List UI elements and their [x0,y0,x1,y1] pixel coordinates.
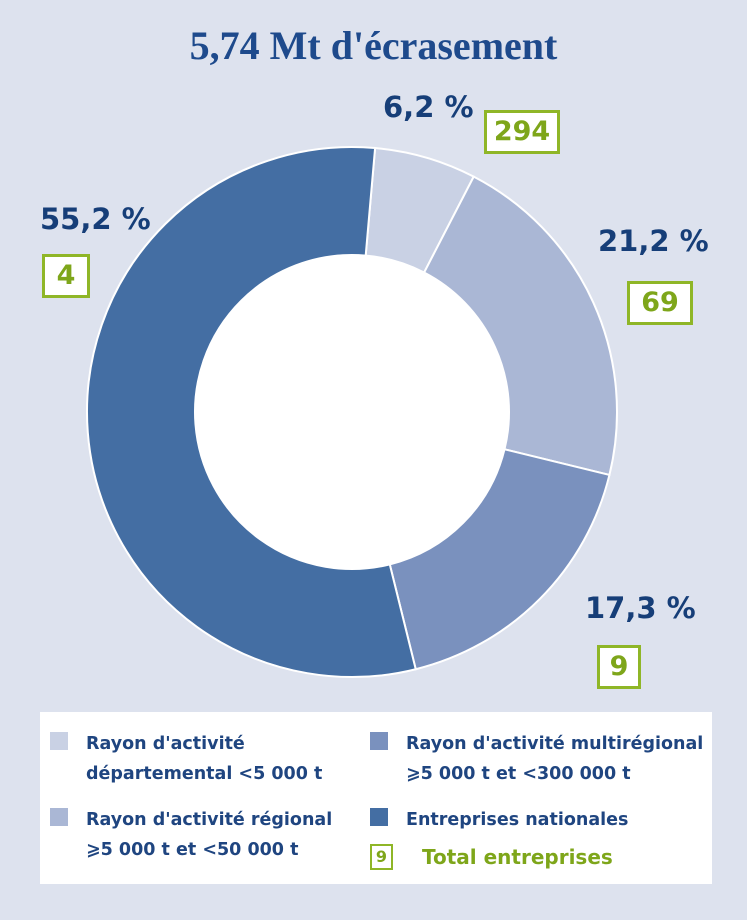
pct-label-nationales: 55,2 % [40,202,151,236]
donut-hole [195,255,509,569]
legend-label-multiregional-line1: Rayon d'activité multirégional [406,734,704,754]
legend-label-departemental-line2: départemental <5 000 t [86,764,323,784]
legend-swatch-departemental [50,732,68,750]
legend-swatch-multiregional [370,732,388,750]
legend-swatch-nationales [370,808,388,826]
legend: Rayon d'activité départemental <5 000 t … [40,712,712,884]
count-box-multiregional: 9 [597,645,641,689]
legend-total-box: 9 [370,844,393,870]
count-box-departemental: 294 [484,110,560,154]
legend-label-regional-line1: Rayon d'activité régional [86,810,333,830]
pct-label-regional: 21,2 % [598,224,709,258]
legend-label-regional-line2: ⩾5 000 t et <50 000 t [86,840,299,860]
legend-label-multiregional-line2: ⩾5 000 t et <300 000 t [406,764,631,784]
legend-total-label: Total entreprises [422,845,613,869]
pct-label-multiregional: 17,3 % [585,591,696,625]
donut-slice-regional [422,175,618,477]
count-box-regional: 69 [627,281,693,325]
chart-title: 5,74 Mt d'écrasement [189,23,558,68]
legend-label-nationales: Entreprises nationales [406,810,629,830]
legend-swatch-regional [50,808,68,826]
count-box-nationales: 4 [42,254,90,298]
legend-label-departemental-line1: Rayon d'activité [86,734,245,754]
pct-label-departemental: 6,2 % [383,90,474,124]
